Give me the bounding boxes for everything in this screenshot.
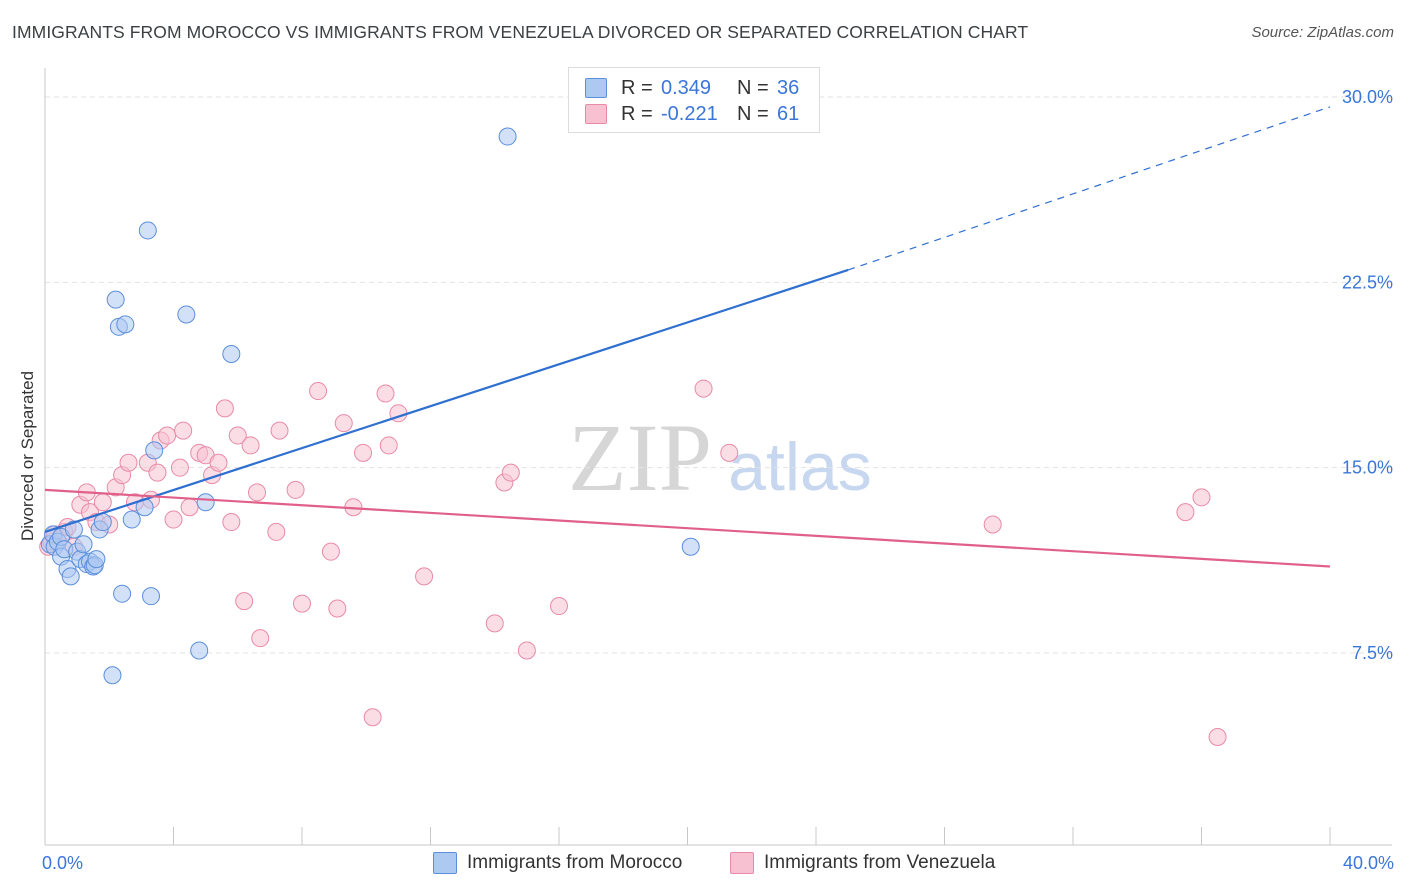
morocco-trend-line bbox=[44, 268, 849, 533]
morocco-point-8 bbox=[61, 567, 80, 586]
correlation-legend: R = 0.349 N = 36 R = -0.221 N = 61 bbox=[568, 67, 820, 133]
venezuela-n-value: 61 bbox=[777, 102, 800, 125]
venezuela-point-50 bbox=[415, 567, 434, 586]
venezuela-point-30 bbox=[222, 513, 241, 532]
venezuela-point-22 bbox=[170, 458, 189, 477]
venezuela-point-21 bbox=[164, 510, 183, 529]
venezuela-point-20 bbox=[158, 426, 177, 445]
venezuela-n-label: N = bbox=[737, 102, 769, 125]
venezuela-point-45 bbox=[354, 443, 373, 462]
morocco-point-22 bbox=[113, 584, 132, 603]
venezuela-point-31 bbox=[228, 426, 247, 445]
venezuela-point-57 bbox=[720, 443, 739, 462]
venezuela-point-60 bbox=[1192, 488, 1211, 507]
venezuela-point-36 bbox=[267, 522, 286, 541]
venezuela-point-46 bbox=[363, 708, 382, 727]
morocco-point-24 bbox=[122, 510, 141, 529]
morocco-swatch bbox=[585, 78, 607, 98]
venezuela-point-58 bbox=[983, 515, 1002, 534]
morocco-point-26 bbox=[138, 221, 157, 240]
legend-row-venezuela: R = -0.221 N = 61 bbox=[585, 102, 799, 126]
venezuela-point-42 bbox=[328, 599, 347, 618]
venezuela-point-47 bbox=[376, 384, 395, 403]
morocco-point-17 bbox=[87, 550, 106, 569]
morocco-point-29 bbox=[177, 305, 196, 324]
morocco-point-31 bbox=[196, 493, 215, 512]
x-tick-label-max: 40.0% bbox=[1342, 853, 1394, 873]
y-tick-label-3: 30.0% bbox=[1342, 87, 1393, 107]
morocco-r-label: R = bbox=[621, 76, 653, 99]
chart-title: IMMIGRANTS FROM MOROCCO VS IMMIGRANTS FR… bbox=[12, 22, 1029, 42]
morocco-point-33 bbox=[498, 127, 517, 146]
venezuela-point-53 bbox=[501, 463, 520, 482]
morocco-r-value: 0.349 bbox=[661, 76, 712, 99]
y-tick-label-2: 22.5% bbox=[1342, 272, 1393, 292]
morocco-point-34 bbox=[681, 537, 700, 556]
venezuela-trend-line bbox=[44, 488, 1331, 568]
morocco-n-value: 36 bbox=[777, 76, 800, 99]
venezuela-point-33 bbox=[241, 436, 260, 455]
venezuela-point-38 bbox=[286, 480, 305, 499]
watermark-zip: ZIP bbox=[568, 404, 712, 511]
venezuela-point-14 bbox=[119, 453, 138, 472]
morocco-trend-extension bbox=[847, 106, 1331, 271]
morocco-point-20 bbox=[106, 290, 125, 309]
venezuela-point-35 bbox=[251, 629, 270, 648]
venezuela-point-34 bbox=[248, 483, 267, 502]
morocco-point-9 bbox=[64, 520, 83, 539]
venezuela-point-41 bbox=[321, 542, 340, 561]
morocco-point-28 bbox=[145, 441, 164, 460]
venezuela-point-37 bbox=[270, 421, 289, 440]
venezuela-point-55 bbox=[550, 597, 568, 616]
morocco-point-30 bbox=[190, 641, 209, 660]
venezuela-point-54 bbox=[517, 641, 536, 660]
legend-item-venezuela[interactable]: Immigrants from Venezuela bbox=[730, 852, 995, 874]
morocco-n-label: N = bbox=[737, 76, 769, 99]
venezuela-point-56 bbox=[694, 379, 713, 398]
y-tick-label-0: 7.5% bbox=[1352, 643, 1393, 663]
morocco-point-12 bbox=[74, 535, 93, 554]
morocco-point-23 bbox=[116, 315, 135, 334]
morocco-point-32 bbox=[222, 344, 241, 363]
venezuela-point-28 bbox=[209, 453, 228, 472]
morocco-point-35 bbox=[103, 666, 122, 685]
morocco-legend-swatch bbox=[433, 852, 457, 874]
venezuela-point-61 bbox=[1208, 728, 1227, 747]
morocco-legend-label: Immigrants from Morocco bbox=[467, 852, 683, 873]
venezuela-point-24 bbox=[180, 498, 199, 517]
venezuela-point-23 bbox=[174, 421, 193, 440]
venezuela-legend-label: Immigrants from Venezuela bbox=[764, 852, 996, 873]
y-tick-label-1: 15.0% bbox=[1342, 458, 1393, 478]
venezuela-point-48 bbox=[379, 436, 398, 455]
watermark-atlas: atlas bbox=[728, 429, 872, 505]
venezuela-point-59 bbox=[1176, 503, 1195, 522]
legend-item-morocco[interactable]: Immigrants from Morocco bbox=[433, 852, 682, 874]
venezuela-point-39 bbox=[293, 594, 311, 613]
venezuela-point-10 bbox=[93, 493, 112, 512]
source-credit: Source: ZipAtlas.com bbox=[1251, 24, 1394, 41]
venezuela-point-40 bbox=[309, 382, 328, 401]
x-tick-label-min: 0.0% bbox=[42, 853, 84, 873]
venezuela-r-value: -0.221 bbox=[661, 102, 718, 125]
venezuela-point-18 bbox=[148, 463, 167, 482]
venezuela-r-label: R = bbox=[621, 102, 653, 125]
y-axis-title: Divorced or Separated bbox=[18, 370, 37, 542]
legend-row-morocco: R = 0.349 N = 36 bbox=[585, 76, 799, 100]
morocco-point-27 bbox=[142, 587, 161, 606]
venezuela-legend-swatch bbox=[730, 852, 754, 874]
venezuela-swatch bbox=[585, 104, 607, 124]
venezuela-point-51 bbox=[485, 614, 504, 633]
venezuela-point-32 bbox=[235, 592, 254, 611]
venezuela-point-29 bbox=[215, 399, 234, 418]
venezuela-point-43 bbox=[334, 414, 353, 433]
